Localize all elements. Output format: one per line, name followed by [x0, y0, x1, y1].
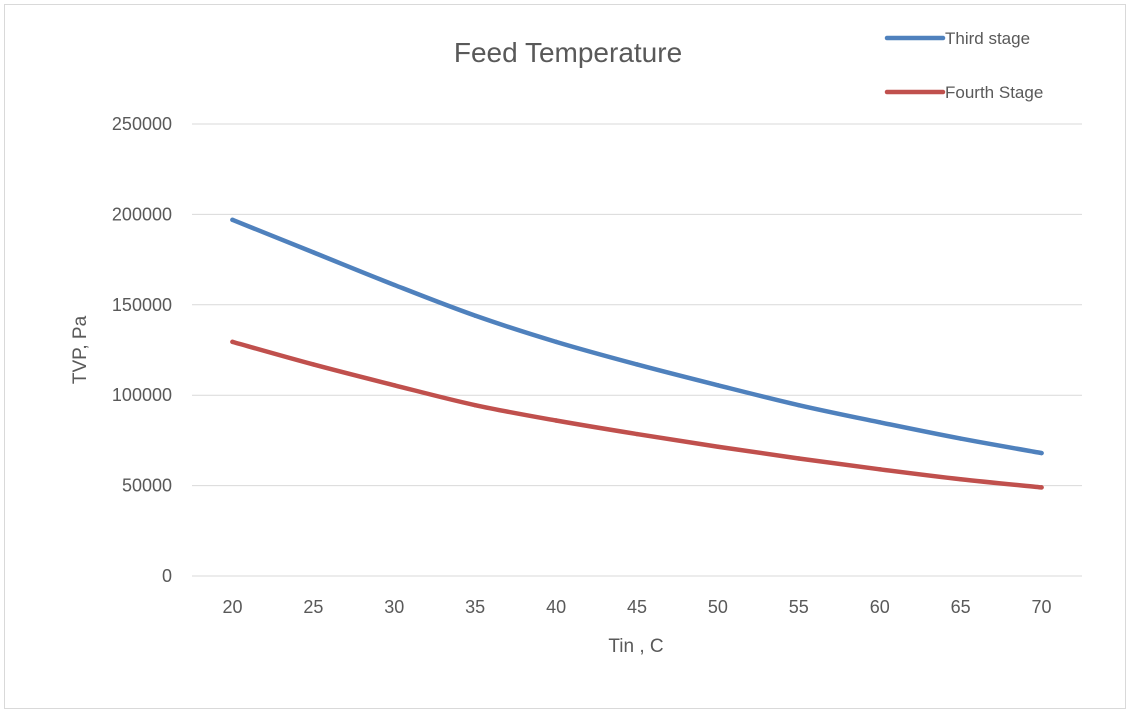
- data-point-1-3: [472, 402, 478, 408]
- data-point-1-0: [230, 339, 235, 345]
- data-point-1-8: [877, 467, 882, 472]
- x-tick-label-4: 40: [546, 597, 566, 617]
- x-axis-tick-labels: 20 25 30 35 40 45 50 55 60 65 70: [222, 597, 1051, 617]
- data-point-0-4: [553, 339, 559, 345]
- data-point-0-9: [958, 436, 963, 441]
- data-point-0-1: [311, 250, 316, 255]
- y-tick-label-0: 0: [162, 566, 172, 586]
- y-tick-label-5: 250000: [112, 114, 172, 134]
- data-point-0-0: [230, 217, 235, 223]
- x-tick-label-1: 25: [303, 597, 323, 617]
- data-point-1-4: [553, 418, 559, 423]
- x-tick-label-5: 45: [627, 597, 647, 617]
- chart-title: Feed Temperature: [454, 37, 682, 68]
- x-tick-label-10: 70: [1032, 597, 1052, 617]
- data-point-1-9: [958, 477, 963, 482]
- x-tick-label-3: 35: [465, 597, 485, 617]
- data-point-1-7: [796, 456, 802, 461]
- data-point-0-6: [715, 383, 721, 388]
- y-tick-label-2: 100000: [112, 385, 172, 405]
- legend: Third stage Fourth Stage: [884, 29, 1043, 102]
- data-point-1-10: [1039, 485, 1044, 490]
- x-tick-label-0: 20: [222, 597, 242, 617]
- data-point-0-3: [472, 313, 478, 318]
- series-lines: [230, 217, 1044, 490]
- x-tick-label-6: 50: [708, 597, 728, 617]
- y-axis-title: TVP, Pa: [70, 315, 91, 384]
- x-tick-label-2: 30: [384, 597, 404, 617]
- data-point-1-6: [715, 444, 721, 449]
- x-axis-title: Tin , C: [608, 636, 663, 657]
- chart-area: [4, 4, 1126, 709]
- legend-label-1: Fourth Stage: [945, 83, 1043, 102]
- data-point-0-5: [634, 362, 640, 367]
- gridlines: [192, 123, 1082, 577]
- y-tick-label-3: 150000: [112, 295, 172, 315]
- data-point-1-1: [311, 362, 316, 367]
- data-point-1-5: [634, 431, 640, 437]
- y-tick-label-4: 200000: [112, 204, 172, 224]
- data-point-1-2: [392, 383, 397, 388]
- series-line-0: [230, 217, 1044, 456]
- x-tick-label-9: 65: [951, 597, 971, 617]
- y-tick-label-1: 50000: [122, 476, 172, 496]
- data-point-0-8: [877, 420, 882, 425]
- legend-label-0: Third stage: [945, 29, 1030, 48]
- data-point-0-10: [1039, 450, 1044, 456]
- data-point-0-7: [796, 402, 802, 408]
- x-tick-label-7: 55: [789, 597, 809, 617]
- y-axis-tick-labels: 0 50000 100000 150000 200000 250000: [112, 114, 172, 586]
- data-point-0-2: [392, 282, 397, 288]
- x-tick-label-8: 60: [870, 597, 890, 617]
